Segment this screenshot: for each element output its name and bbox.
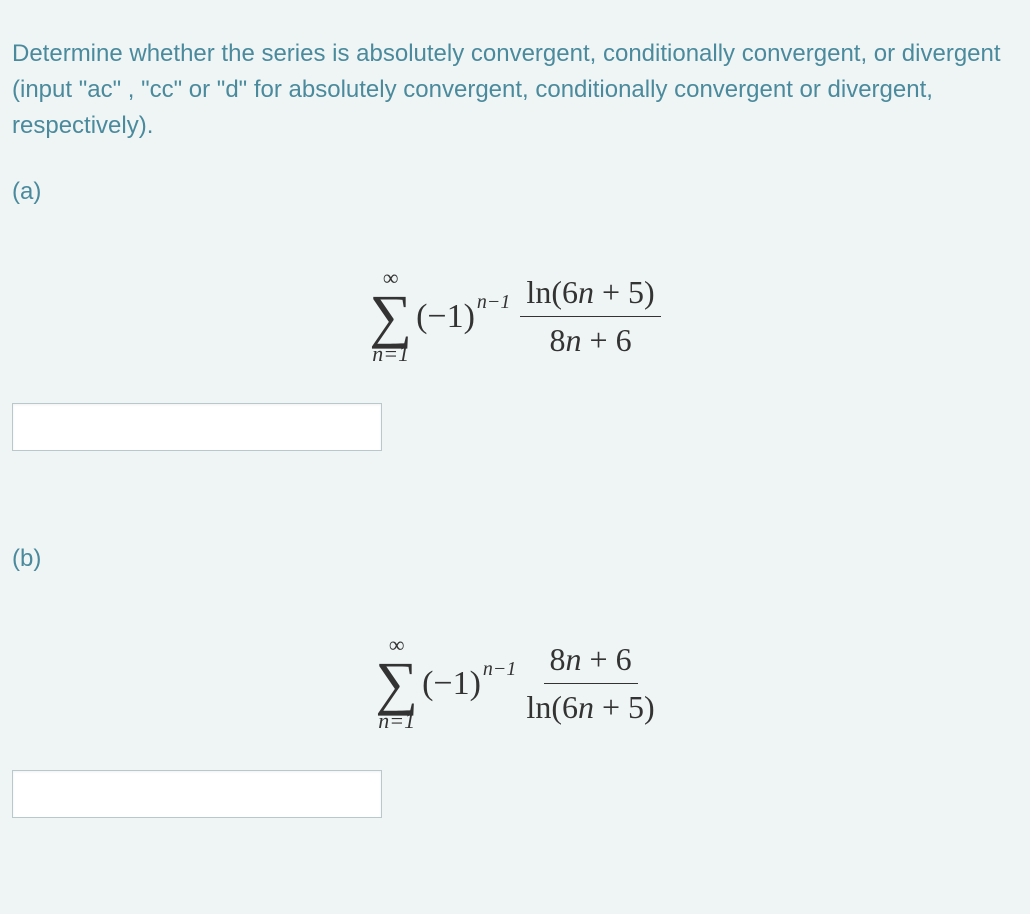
sigma-lower: n=1 [378,710,415,732]
part-b-section: (b) ∞ ∑ n=1 (−1)n−1 8n + 6 ln(6n + 5) [12,541,1018,878]
sigma-symbol: ∑ [369,289,412,343]
part-a-label: (a) [12,174,1018,210]
part-a-formula: ∞ ∑ n=1 (−1)n−1 ln(6n + 5) 8n + 6 [12,250,1018,365]
sigma-lower: n=1 [372,343,409,365]
sigma-block: ∞ ∑ n=1 [375,634,418,732]
denominator: ln(6n + 5) [526,684,654,726]
sigma-block: ∞ ∑ n=1 [369,267,412,365]
denominator: 8n + 6 [550,317,632,359]
fraction: ln(6n + 5) 8n + 6 [520,273,660,359]
part-a-answer-input[interactable] [12,403,382,451]
series-term: (−1)n−1 ln(6n + 5) 8n + 6 [416,273,661,359]
part-b-formula: ∞ ∑ n=1 (−1)n−1 8n + 6 ln(6n + 5) [12,617,1018,732]
numerator: ln(6n + 5) [520,273,660,316]
sigma-symbol: ∑ [375,656,418,710]
exponent: n−1 [483,654,517,684]
fraction: 8n + 6 ln(6n + 5) [526,640,654,726]
numerator: 8n + 6 [544,640,638,683]
base: (−1) [416,291,475,342]
part-a-section: (a) ∞ ∑ n=1 (−1)n−1 ln(6n + 5) 8n + 6 [12,174,1018,511]
part-b-label: (b) [12,541,1018,577]
exponent: n−1 [477,287,511,317]
base: (−1) [422,658,481,709]
question-prompt: Determine whether the series is absolute… [12,36,1018,144]
series-term: (−1)n−1 8n + 6 ln(6n + 5) [422,640,655,726]
part-b-answer-input[interactable] [12,770,382,818]
